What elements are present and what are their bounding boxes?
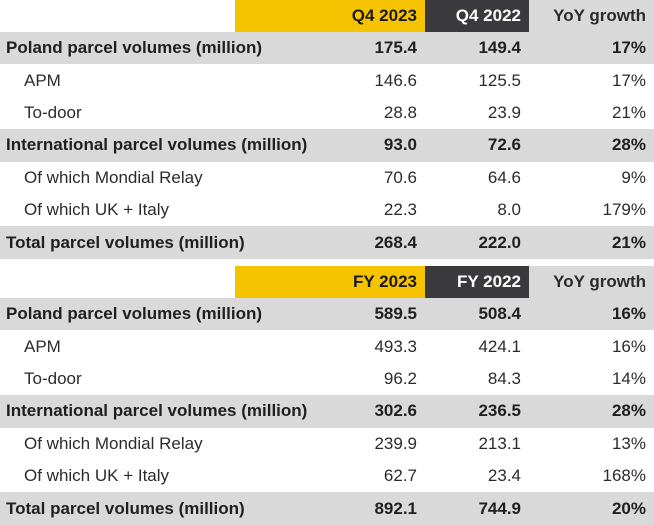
row-value-current: 62.7 (383, 466, 417, 486)
table-row: Of which UK + Italy 22.3 8.0 179% (0, 193, 654, 227)
row-value-current: 589.5 (374, 304, 417, 324)
row-value-growth: 21% (611, 102, 646, 122)
row-value-prior: 23.4 (487, 466, 521, 486)
row-value-prior: 424.1 (478, 336, 521, 356)
table-row: Total parcel volumes (million) 268.4 222… (0, 226, 654, 259)
row-value-current: 93.0 (383, 135, 417, 155)
header-yoy-growth: YoY growth (529, 266, 654, 298)
row-label: Of which Mondial Relay (24, 433, 203, 453)
header-yoy-growth: YoY growth (529, 0, 654, 32)
table-row: Poland parcel volumes (million) 175.4 14… (0, 32, 654, 65)
row-value-growth: 9% (621, 167, 646, 187)
row-value-current: 146.6 (374, 70, 417, 90)
table-row: Poland parcel volumes (million) 589.5 50… (0, 298, 654, 331)
row-value-growth: 13% (611, 433, 646, 453)
table-header-row: FY 2023 FY 2022 YoY growth (0, 266, 654, 298)
row-value-growth: 168% (602, 466, 646, 486)
row-value-current: 302.6 (374, 401, 417, 421)
row-value-prior: 23.9 (487, 102, 521, 122)
row-value-growth: 16% (611, 304, 646, 324)
row-value-prior: 64.6 (487, 167, 521, 187)
table-row: To-door 96.2 84.3 14% (0, 362, 654, 396)
q4-parcel-volumes-table: Q4 2023 Q4 2022 YoY growth Poland parcel… (0, 0, 654, 259)
row-value-current: 22.3 (383, 200, 417, 220)
fy-parcel-volumes-table: FY 2023 FY 2022 YoY growth Poland parcel… (0, 266, 654, 525)
row-value-prior: 125.5 (478, 70, 521, 90)
row-value-current: 268.4 (374, 232, 417, 252)
row-value-prior: 222.0 (478, 232, 521, 252)
row-label: Of which Mondial Relay (24, 167, 203, 187)
row-label: To-door (24, 368, 82, 388)
row-value-prior: 213.1 (478, 433, 521, 453)
row-value-prior: 508.4 (478, 304, 521, 324)
row-value-growth: 16% (611, 336, 646, 356)
row-value-growth: 28% (611, 135, 646, 155)
table-row: APM 146.6 125.5 17% (0, 64, 654, 97)
row-value-growth: 14% (611, 368, 646, 388)
row-label: To-door (24, 102, 82, 122)
row-value-current: 892.1 (374, 498, 417, 518)
row-label: Poland parcel volumes (million) (6, 38, 262, 58)
row-label: APM (24, 70, 61, 90)
table-row: Of which Mondial Relay 239.9 213.1 13% (0, 427, 654, 460)
row-label: International parcel volumes (million) (6, 135, 308, 155)
table-row: International parcel volumes (million) 9… (0, 129, 654, 162)
row-value-prior: 236.5 (478, 401, 521, 421)
row-value-prior: 84.3 (487, 368, 521, 388)
row-value-current: 239.9 (374, 433, 417, 453)
table-header-row: Q4 2023 Q4 2022 YoY growth (0, 0, 654, 32)
row-value-prior: 744.9 (478, 498, 521, 518)
table-row: Of which Mondial Relay 70.6 64.6 9% (0, 161, 654, 194)
row-value-current: 175.4 (374, 38, 417, 58)
header-spacer (0, 266, 235, 298)
table-row: Total parcel volumes (million) 892.1 744… (0, 492, 654, 525)
header-prior-period: Q4 2022 (425, 0, 529, 32)
row-value-growth: 28% (611, 401, 646, 421)
row-label: International parcel volumes (million) (6, 401, 308, 421)
row-label: Of which UK + Italy (24, 200, 170, 220)
row-value-prior: 8.0 (497, 200, 521, 220)
row-value-prior: 72.6 (487, 135, 521, 155)
row-label: Poland parcel volumes (million) (6, 304, 262, 324)
row-label: Total parcel volumes (million) (6, 232, 245, 252)
row-label: Total parcel volumes (million) (6, 498, 245, 518)
table-row: International parcel volumes (million) 3… (0, 395, 654, 428)
row-value-current: 70.6 (383, 167, 417, 187)
header-current-period: FY 2023 (235, 266, 425, 298)
header-prior-period: FY 2022 (425, 266, 529, 298)
row-value-growth: 179% (602, 200, 646, 220)
row-label: Of which UK + Italy (24, 466, 170, 486)
row-value-growth: 17% (611, 38, 646, 58)
row-value-current: 493.3 (374, 336, 417, 356)
row-value-growth: 20% (611, 498, 646, 518)
row-value-growth: 21% (611, 232, 646, 252)
row-label: APM (24, 336, 61, 356)
row-value-growth: 17% (611, 70, 646, 90)
header-current-period: Q4 2023 (235, 0, 425, 32)
table-row: Of which UK + Italy 62.7 23.4 168% (0, 459, 654, 493)
row-value-current: 28.8 (383, 102, 417, 122)
row-value-prior: 149.4 (478, 38, 521, 58)
row-value-current: 96.2 (383, 368, 417, 388)
table-row: To-door 28.8 23.9 21% (0, 96, 654, 130)
header-spacer (0, 0, 235, 32)
table-row: APM 493.3 424.1 16% (0, 330, 654, 363)
